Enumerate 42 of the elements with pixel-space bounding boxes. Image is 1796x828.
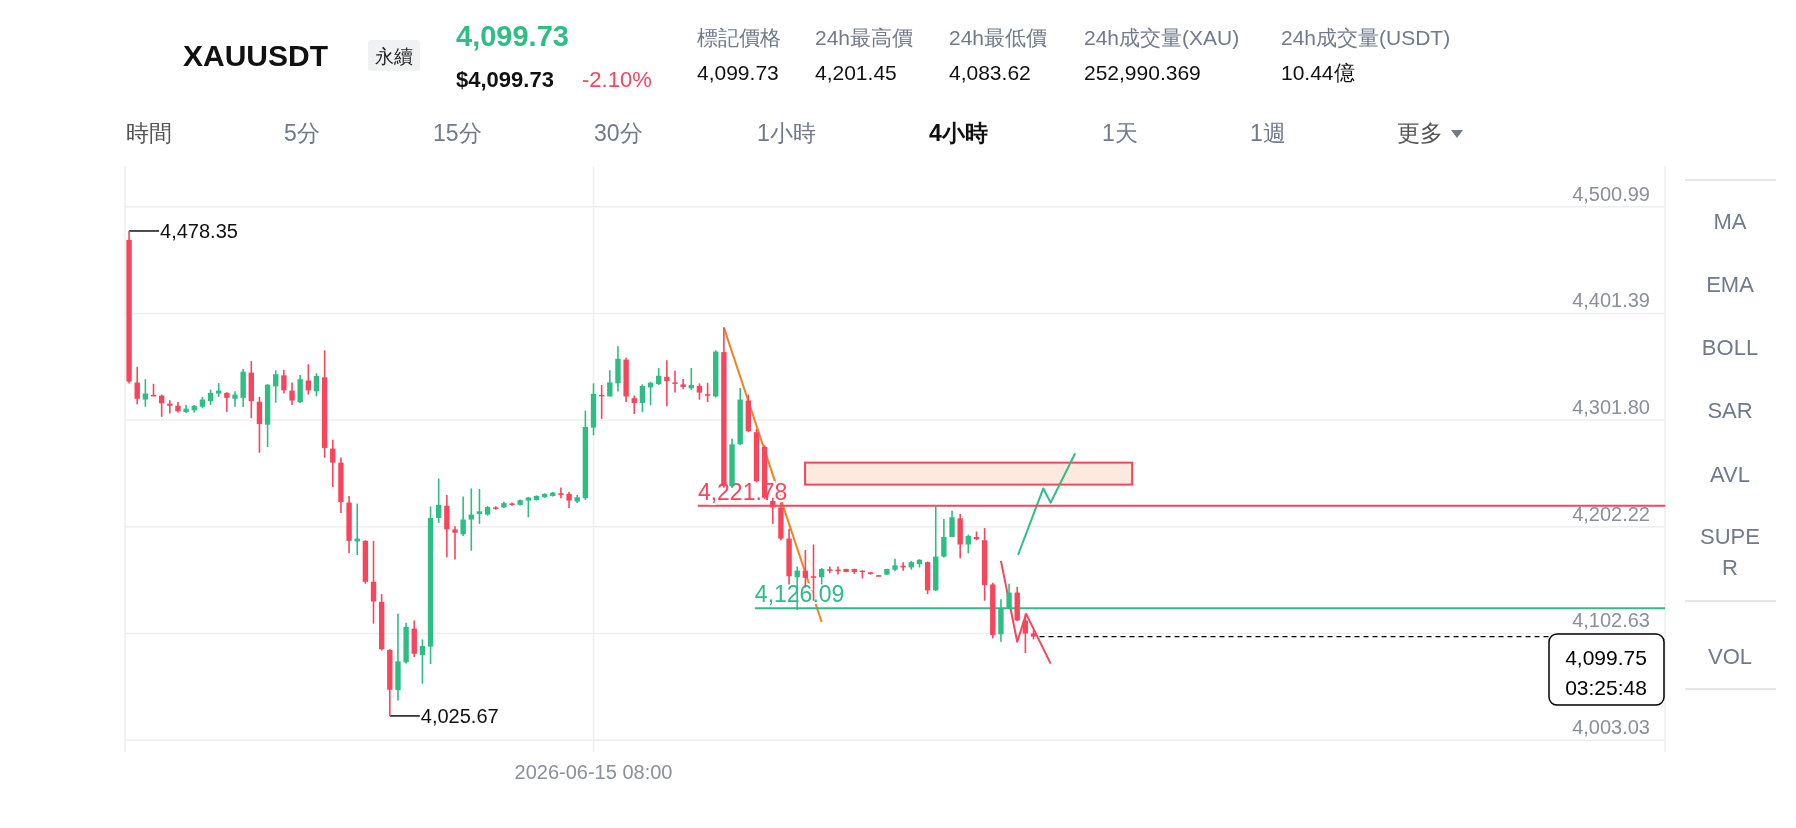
text: 24h成交量(USDT) bbox=[1281, 26, 1451, 49]
annotation: 03:25:48 bbox=[1565, 676, 1647, 699]
text: 永續 bbox=[375, 46, 413, 67]
text: 252,990.369 bbox=[1084, 61, 1201, 84]
text: 10.44億 bbox=[1281, 61, 1355, 84]
text: MA bbox=[1713, 209, 1747, 234]
text: VOL bbox=[1707, 644, 1753, 669]
text: 4,099.73 bbox=[456, 20, 569, 52]
y-tick-label: 4,500.99 bbox=[1572, 182, 1650, 205]
text: $4,099.73 bbox=[456, 67, 554, 92]
annotation: 4,025.67 bbox=[420, 704, 499, 727]
y-tick-label: 4,202.22 bbox=[1572, 502, 1650, 525]
text: 24h成交量(XAU) bbox=[1084, 26, 1240, 49]
text: 4,099.73 bbox=[697, 61, 779, 84]
text: 時間 bbox=[126, 120, 172, 146]
text: SAR bbox=[1707, 398, 1753, 423]
text: 30分 bbox=[594, 120, 643, 146]
text: EMA bbox=[1706, 272, 1755, 297]
text: 4小時 bbox=[929, 120, 988, 146]
text: 1週 bbox=[1250, 120, 1286, 146]
text: 4,201.45 bbox=[815, 61, 897, 84]
y-tick-label: 4,102.63 bbox=[1572, 609, 1650, 632]
annotation: 4,478.35 bbox=[160, 219, 238, 242]
text: 24h最低價 bbox=[949, 26, 1048, 49]
text: AVL bbox=[1710, 462, 1750, 487]
text: SUPER bbox=[1700, 524, 1760, 580]
y-tick-label: 4,003.03 bbox=[1572, 716, 1650, 739]
text: 1小時 bbox=[757, 120, 816, 146]
text: 15分 bbox=[433, 120, 482, 146]
text: BOLL bbox=[1701, 335, 1759, 360]
chart-title: XAUUSDT bbox=[183, 39, 329, 72]
text: 1天 bbox=[1102, 120, 1138, 146]
text: 4,083.62 bbox=[949, 61, 1031, 84]
y-tick-label: 4,301.80 bbox=[1572, 396, 1650, 419]
text: 24h最高價 bbox=[815, 26, 914, 49]
text: -2.10% bbox=[582, 67, 652, 92]
text: 5分 bbox=[284, 120, 320, 146]
text: 更多 bbox=[1397, 120, 1443, 146]
text: 2026-06-15 08:00 bbox=[514, 761, 673, 783]
ref-line-label: 4,099.75 bbox=[1565, 646, 1647, 669]
text: 標記價格 bbox=[697, 26, 781, 49]
y-tick-label: 4,401.39 bbox=[1572, 289, 1650, 312]
